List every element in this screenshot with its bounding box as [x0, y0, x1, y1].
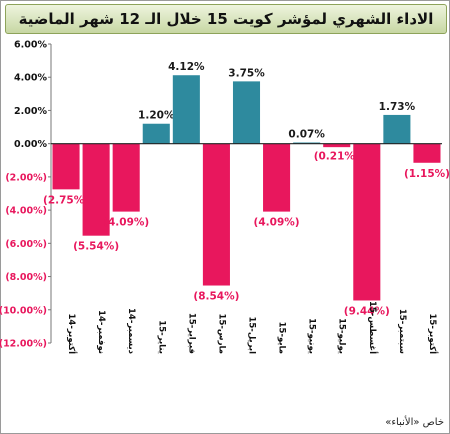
x-tick-label: يناير-15 — [156, 320, 166, 354]
x-tick-label: أكتوبر-14 — [66, 313, 78, 354]
x-tick-label: سبتمبر-15 — [397, 309, 407, 354]
x-tick-label: أغسطس-15 — [367, 301, 379, 354]
x-tick-label: أكتوبر-15 — [427, 313, 439, 354]
y-tick-label: (6.00%) — [5, 239, 47, 250]
bar — [413, 143, 441, 163]
y-tick-label: 6.00% — [14, 40, 47, 51]
y-tick-label: (10.00%) — [0, 305, 47, 316]
bar-value-label: (1.15%) — [404, 168, 450, 180]
bar — [52, 143, 80, 190]
bar — [202, 143, 230, 286]
bar-value-label: 3.75% — [228, 67, 265, 79]
bar-value-label: (2.75%) — [43, 194, 89, 206]
bar-value-label: (4.09%) — [254, 217, 300, 229]
bar — [82, 143, 110, 236]
bar — [112, 143, 140, 212]
bar-value-label: 4.12% — [168, 61, 205, 73]
y-tick-label: (8.00%) — [5, 272, 47, 283]
y-tick-label: (2.00%) — [5, 172, 47, 183]
y-tick-label: 4.00% — [14, 73, 47, 84]
bar — [263, 143, 291, 212]
bar — [353, 143, 381, 301]
chart-title: الاداء الشهري لمؤشر كويت 15 خلال الـ 12 … — [5, 4, 447, 34]
bar-value-label: (5.54%) — [73, 241, 119, 253]
bar-value-label: 0.07% — [288, 129, 325, 141]
bar-value-label: (4.09%) — [103, 217, 149, 229]
bar — [323, 143, 351, 148]
y-tick-label: (12.00%) — [0, 339, 47, 350]
bar-value-label: (0.21%) — [314, 151, 360, 163]
bar-value-label: (9.44%) — [344, 305, 390, 317]
x-tick-label: ابريل-15 — [247, 316, 257, 354]
x-tick-label: مايو-15 — [277, 322, 287, 354]
credit-text: خاص «الأنباء» — [385, 417, 444, 428]
x-tick-label: مارس-15 — [216, 314, 226, 354]
x-tick-label: فبراير-15 — [186, 313, 196, 354]
y-tick-label: 2.00% — [14, 106, 47, 117]
bar-value-label: (8.54%) — [193, 291, 239, 303]
bar-value-label: 1.73% — [379, 101, 416, 113]
bar — [172, 75, 200, 144]
bar — [142, 123, 170, 144]
y-tick-label: (4.00%) — [5, 206, 47, 217]
x-tick-label: ديسمبر-14 — [126, 308, 136, 355]
bar — [383, 114, 411, 144]
x-tick-label: يونيو-15 — [307, 318, 317, 354]
y-tick-label: 0.00% — [14, 139, 47, 150]
x-tick-label: يوليو-15 — [337, 318, 347, 354]
x-tick-label: نوفمبر-14 — [96, 310, 106, 354]
bar-value-label: 1.20% — [138, 110, 175, 122]
bar — [232, 81, 261, 144]
